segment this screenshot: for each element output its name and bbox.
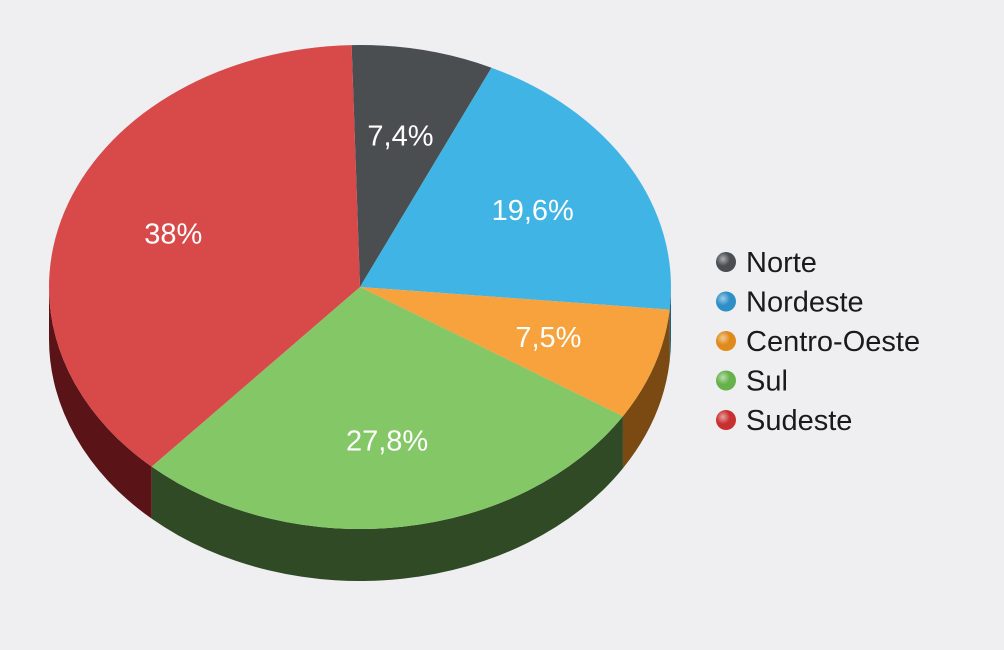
pie-slice-nordeste [360,67,672,310]
legend: Norte Nordeste Centro-Oeste Sul Sudeste [716,247,920,437]
pie-side-sul [151,416,623,581]
pie-sides [49,287,671,581]
legend-item-sul: Sul [716,366,788,398]
legend-item-sudeste: Sudeste [716,405,852,437]
legend-label-sul: Sul [746,366,788,398]
legend-label-norte: Norte [746,247,817,279]
legend-item-norte: Norte [716,247,817,279]
pie-slice-sul [151,287,623,529]
legend-label-sudeste: Sudeste [746,405,852,437]
slice-label-sudeste: 38% [144,218,202,250]
slice-label-sul: 27,8% [346,425,428,457]
pie-slices [49,45,672,529]
legend-marker-shine [716,291,736,312]
legend-label-centro-oeste: Centro-Oeste [746,326,920,358]
pie-slice-norte [351,45,492,288]
pie-slice-centro-oeste [360,287,670,417]
slice-label-nordeste: 19,6% [492,195,574,227]
legend-marker-shine [716,331,736,351]
legend-marker-shine [716,410,736,430]
legend-item-nordeste: Nordeste [716,287,864,319]
pie-side-nordeste [669,287,671,362]
legend-label-nordeste: Nordeste [746,287,864,319]
legend-item-centro-oeste: Centro-Oeste [716,326,920,358]
slice-label-norte: 7,4% [367,120,433,152]
pie-side-centro-oeste [622,309,670,469]
legend-marker-shine [716,370,736,391]
pie-side-sudeste [49,287,152,519]
slice-labels: 7,4% 19,6% 7,5% 27,8% 38% [144,120,581,457]
pie-slice-sudeste [49,45,360,467]
slice-label-centro-oeste: 7,5% [515,322,581,354]
legend-marker-shine [716,252,736,272]
